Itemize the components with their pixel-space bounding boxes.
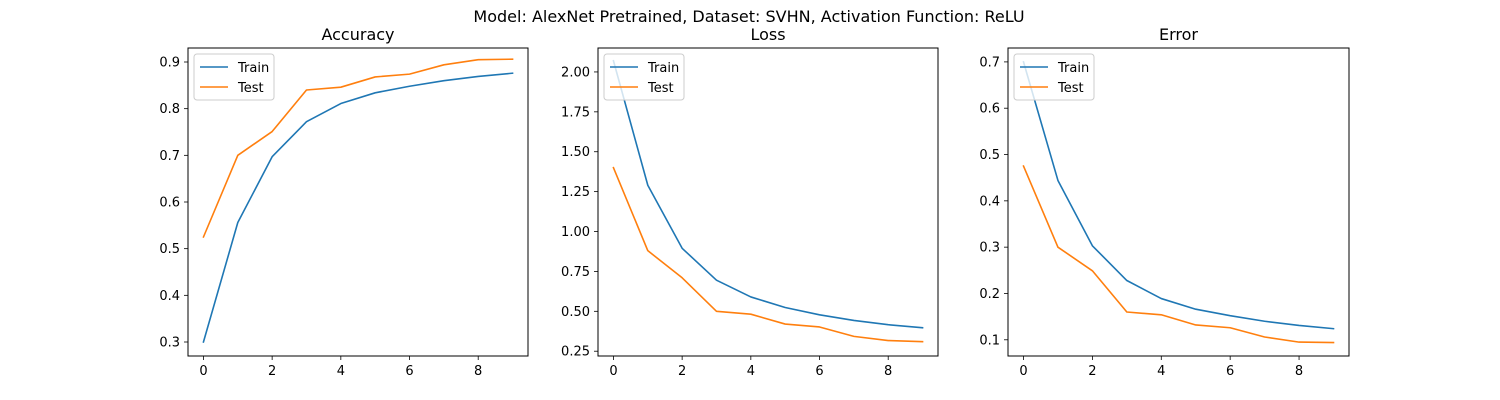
accuracy-xtick-label-3: 6 — [405, 364, 413, 379]
error-series-group — [1022, 60, 1335, 344]
accuracy-series-train-line — [202, 72, 514, 343]
accuracy-ytick-label-0: 0.3 — [159, 336, 180, 351]
loss-ytick-label-7: 2.00 — [561, 65, 590, 80]
accuracy-ytick-label-2: 0.5 — [159, 242, 180, 257]
loss-series-group — [612, 59, 924, 343]
accuracy-ytick-label-3: 0.6 — [159, 196, 180, 211]
loss-legend: Train Test — [603, 53, 685, 101]
accuracy-ytick-label-1: 0.4 — [159, 289, 180, 304]
error-ytick-label-4: 0.5 — [979, 148, 1000, 163]
loss-xtick-label-3: 6 — [815, 364, 823, 379]
accuracy-ytick-label-6: 0.9 — [159, 56, 180, 71]
error-legend-label-test: Test — [1057, 81, 1084, 96]
loss-ytick-label-5: 1.50 — [561, 145, 590, 160]
loss-ytick-label-4: 1.25 — [561, 185, 590, 200]
error-ytick-label-1: 0.2 — [979, 287, 1000, 302]
figure-suptitle: Model: AlexNet Pretrained, Dataset: SVHN… — [473, 7, 1024, 26]
loss-xtick-label-2: 4 — [747, 364, 755, 379]
error-legend-label-train: Train — [1057, 61, 1089, 76]
loss-ytick-label-2: 0.75 — [561, 265, 590, 280]
accuracy-ytick-label-5: 0.8 — [159, 102, 180, 117]
error-ytick-label-6: 0.7 — [979, 55, 1000, 70]
error-xtick-label-3: 6 — [1226, 364, 1234, 379]
error-xtick-label-1: 2 — [1088, 364, 1096, 379]
error-ytick-label-3: 0.4 — [979, 194, 1000, 209]
accuracy-legend-label-train: Train — [237, 61, 269, 76]
accuracy-legend-box — [193, 53, 275, 101]
error-title: Error — [1159, 25, 1198, 44]
accuracy-xtick-label-2: 4 — [337, 364, 345, 379]
loss-legend-label-test: Test — [647, 81, 674, 96]
panel-loss: Loss 0 2 4 6 8 0.25 0.50 0.75 1.00 1.25 1.50 1.75 2.0… — [561, 25, 939, 379]
accuracy-xtick-label-4: 8 — [474, 364, 482, 379]
loss-ytick-label-1: 0.50 — [561, 305, 590, 320]
loss-legend-box — [603, 53, 685, 101]
panel-error: Error 0 2 4 6 8 0.1 0.2 0.3 0.4 0.5 0.6 0.7 Train Test — [979, 25, 1350, 379]
loss-series-train-line — [612, 59, 924, 329]
accuracy-title: Accuracy — [321, 25, 394, 44]
error-series-train-line — [1022, 60, 1335, 330]
loss-ytick-label-6: 1.75 — [561, 105, 590, 120]
error-axes-frame — [1007, 47, 1350, 357]
loss-xtick-label-0: 0 — [609, 364, 617, 379]
accuracy-axes-frame — [187, 47, 529, 357]
error-series-test-line — [1022, 165, 1335, 344]
accuracy-ytick-label-4: 0.7 — [159, 149, 180, 164]
error-legend-box — [1013, 53, 1095, 101]
loss-legend-label-train: Train — [647, 61, 679, 76]
loss-axes-frame — [597, 47, 939, 357]
accuracy-xtick-label-0: 0 — [199, 364, 207, 379]
loss-series-test-line — [612, 166, 924, 343]
loss-xtick-label-4: 8 — [884, 364, 892, 379]
accuracy-series-test-line — [202, 58, 514, 239]
error-ytick-label-5: 0.6 — [979, 102, 1000, 117]
accuracy-xtick-label-1: 2 — [268, 364, 276, 379]
error-xtick-label-2: 4 — [1157, 364, 1165, 379]
loss-ytick-label-3: 1.00 — [561, 225, 590, 240]
error-legend: Train Test — [1013, 53, 1095, 101]
error-xtick-label-0: 0 — [1019, 364, 1027, 379]
error-xtick-label-4: 8 — [1295, 364, 1303, 379]
accuracy-series-group — [202, 58, 514, 343]
loss-xtick-label-1: 2 — [678, 364, 686, 379]
loss-title: Loss — [750, 25, 785, 44]
loss-ytick-label-0: 0.25 — [561, 345, 590, 360]
error-ytick-label-2: 0.3 — [979, 241, 1000, 256]
accuracy-legend-label-test: Test — [237, 81, 264, 96]
error-ytick-label-0: 0.1 — [979, 333, 1000, 348]
accuracy-legend: Train Test — [193, 53, 275, 101]
